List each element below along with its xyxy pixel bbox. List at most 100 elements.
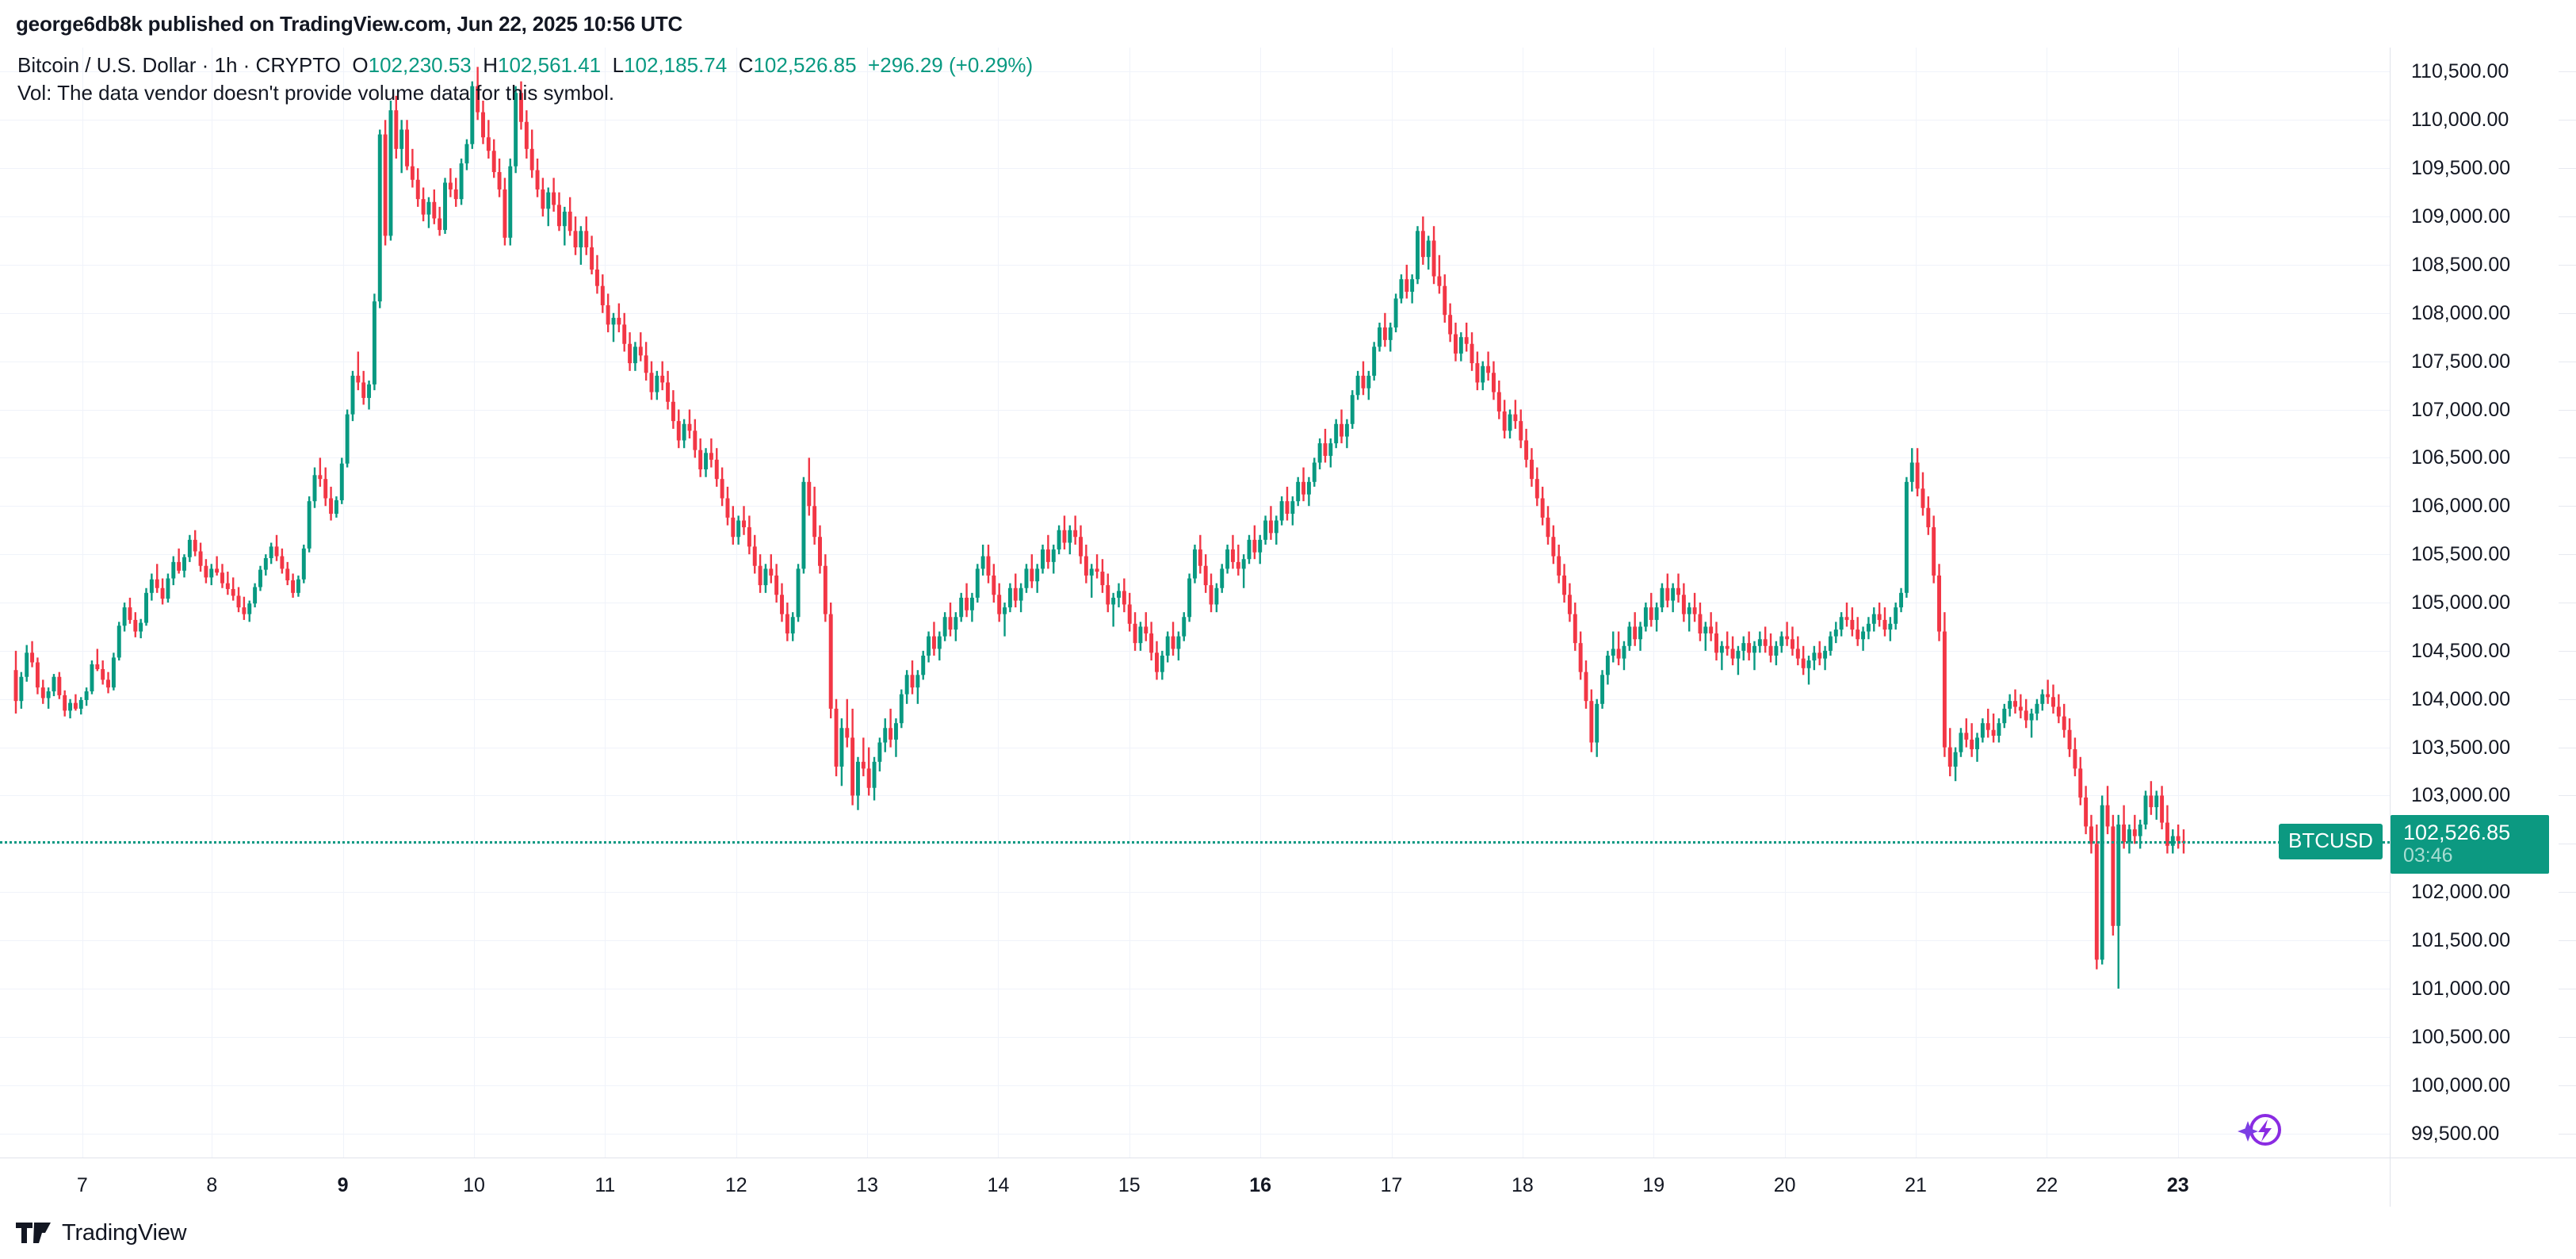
price-tick-label: 109,500.00 (2411, 157, 2511, 180)
price-tick-label: 99,500.00 (2411, 1122, 2500, 1145)
time-tick-label: 23 (2166, 1174, 2189, 1196)
gridline (2177, 48, 2179, 1158)
gridline (0, 1085, 2390, 1086)
time-tick-label: 8 (206, 1174, 218, 1196)
time-tick-label: 15 (1118, 1174, 1141, 1196)
price-tick-label: 107,000.00 (2411, 398, 2511, 421)
price-tick-label: 107,500.00 (2411, 350, 2511, 373)
price-tick-label: 104,000.00 (2411, 687, 2511, 710)
time-tick-label: 19 (1642, 1174, 1665, 1196)
footer-branding: TradingView (0, 1207, 2576, 1259)
price-tick-label: 102,000.00 (2411, 881, 2511, 904)
price-tick-label: 108,000.00 (2411, 301, 2511, 324)
gridline (1260, 48, 1262, 1158)
gridline (0, 698, 2390, 700)
gridline (342, 48, 344, 1158)
gridline (1915, 48, 1917, 1158)
publish-credit-text: george6db8k published on TradingView.com… (16, 11, 683, 36)
gridline (0, 795, 2390, 797)
price-tick-label: 110,500.00 (2411, 60, 2509, 83)
price-tick-stub (2559, 698, 2576, 700)
price-tick-label: 108,500.00 (2411, 253, 2511, 276)
gridline (0, 457, 2390, 459)
gridline (605, 48, 606, 1158)
axis-corner (2390, 1158, 2576, 1207)
time-tick-label: 16 (1249, 1174, 1272, 1196)
price-tick-label: 101,500.00 (2411, 929, 2511, 952)
price-tick-label: 106,000.00 (2411, 495, 2511, 518)
time-tick-label: 14 (987, 1174, 1010, 1196)
price-axis[interactable]: 110,500.00 110,000.00 109,500.00 109,000.00… (2390, 48, 2576, 1158)
gridline (1784, 48, 1786, 1158)
price-tick-stub (2559, 457, 2576, 459)
gridline (0, 312, 2390, 314)
candlestick-series (13, 67, 2186, 989)
price-tick-stub (2559, 892, 2576, 894)
gridline (0, 892, 2390, 894)
current-price-value: 102,526.85 (2403, 821, 2511, 845)
price-tick-label: 103,000.00 (2411, 784, 2511, 807)
price-tick-stub (2559, 264, 2576, 266)
gridline (0, 409, 2390, 411)
current-price-badge[interactable]: 102,526.85 03:46 (2391, 815, 2549, 874)
publish-header: george6db8k published on TradingView.com… (0, 0, 2576, 48)
gridline (1391, 48, 1393, 1158)
price-tick-label: 109,000.00 (2411, 205, 2511, 228)
gridline (0, 120, 2390, 121)
price-tick-stub (2559, 168, 2576, 170)
current-price-countdown: 03:46 (2403, 844, 2453, 867)
price-tick-stub (2559, 554, 2576, 556)
gridline (0, 168, 2390, 170)
gridline (0, 940, 2390, 942)
price-tick-label: 106,500.00 (2411, 446, 2511, 469)
lightning-sparkle-icon[interactable] (2235, 1108, 2286, 1158)
gridline (867, 48, 869, 1158)
gridline (0, 650, 2390, 652)
gridline (0, 506, 2390, 507)
price-tick-label: 100,500.00 (2411, 1025, 2511, 1048)
price-tick-label: 103,500.00 (2411, 736, 2511, 759)
time-tick-label: 10 (463, 1174, 485, 1196)
time-tick-label: 12 (724, 1174, 747, 1196)
tradingview-wordmark: TradingView (62, 1219, 187, 1246)
gridline (0, 1036, 2390, 1038)
time-tick-label: 9 (337, 1174, 349, 1196)
price-tick-label: 105,500.00 (2411, 543, 2511, 566)
symbol-price-tag[interactable]: BTCUSD (2279, 824, 2383, 860)
time-axis[interactable]: 7 8 9 10 11 12 13 14 15 16 17 18 19 20 21 22 23 (0, 1158, 2390, 1207)
price-tick-stub (2559, 650, 2576, 652)
price-tick-label: 101,000.00 (2411, 977, 2511, 1000)
price-tick-stub (2559, 409, 2576, 411)
price-tick-stub (2559, 71, 2576, 73)
time-tick-label: 11 (594, 1174, 616, 1196)
price-tick-label: 104,500.00 (2411, 639, 2511, 662)
time-tick-label: 18 (1512, 1174, 1534, 1196)
gridline (0, 264, 2390, 266)
time-tick-label: 13 (856, 1174, 878, 1196)
price-tick-stub (2559, 1085, 2576, 1086)
price-tick-stub (2559, 312, 2576, 314)
tradingview-logo-icon[interactable]: TradingView (16, 1219, 187, 1246)
price-tick-label: 110,000.00 (2411, 109, 2509, 132)
gridline (0, 1133, 2390, 1135)
gridline (0, 71, 2390, 73)
time-tick-label: 21 (1905, 1174, 1927, 1196)
price-tick-stub (2559, 506, 2576, 507)
gridline (82, 48, 83, 1158)
gridline (474, 48, 475, 1158)
gridline (736, 48, 737, 1158)
price-tick-stub (2559, 1133, 2576, 1135)
time-tick-label: 20 (1773, 1174, 1796, 1196)
time-tick-label: 17 (1380, 1174, 1403, 1196)
price-tick-stub (2559, 120, 2576, 121)
time-tick-label: 22 (2035, 1174, 2058, 1196)
chart-plot-area[interactable] (0, 48, 2390, 1158)
price-tick-stub (2559, 216, 2576, 218)
price-tick-stub (2559, 940, 2576, 942)
current-price-line (0, 841, 2390, 844)
symbol-tag-label: BTCUSD (2288, 828, 2373, 853)
price-tick-stub (2559, 795, 2576, 797)
time-tick-label: 7 (76, 1174, 88, 1196)
gridline (0, 216, 2390, 218)
